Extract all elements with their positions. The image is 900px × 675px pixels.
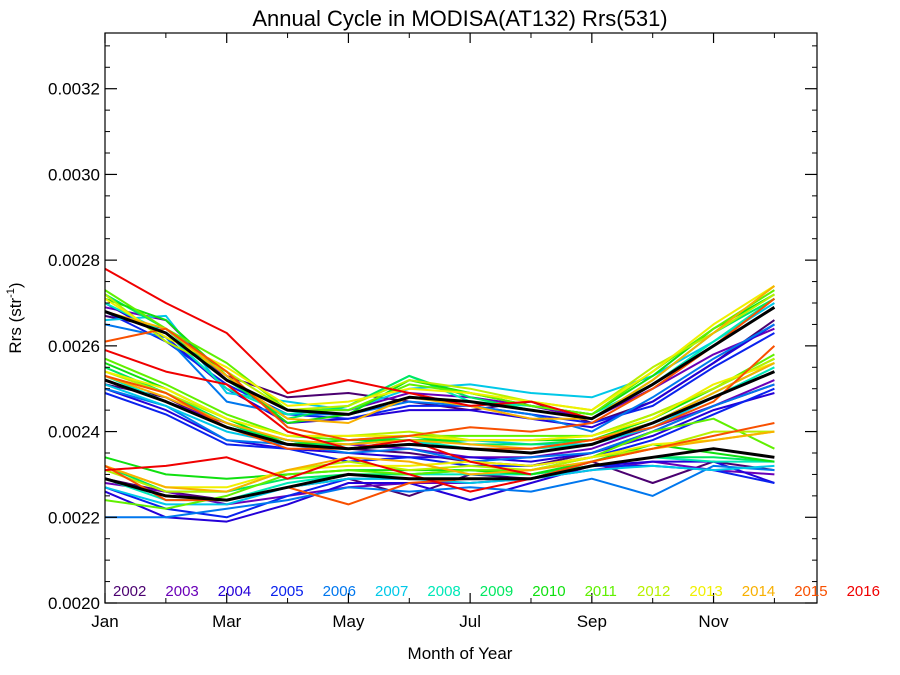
- series-line-2006-mid: [104, 383, 775, 463]
- series-line-2003-high: [104, 306, 775, 420]
- x-axis-label: Month of Year: [408, 644, 513, 663]
- legend-entry-2004: 2004: [218, 583, 251, 600]
- legend-entry-2008: 2008: [427, 583, 460, 600]
- legend-entry-2012: 2012: [637, 583, 670, 600]
- y-axis-label-main: Rrs (str: [6, 298, 25, 354]
- y-tick-label: 0.0032: [48, 80, 100, 99]
- series-line-2014-high: [104, 285, 776, 424]
- legend-entry-2009: 2009: [480, 583, 513, 600]
- y-tick-label: 0.0022: [48, 508, 100, 527]
- legend-entry-2006: 2006: [323, 583, 356, 600]
- mean-line-3: [104, 447, 775, 502]
- y-tick-label: 0.0028: [48, 251, 100, 270]
- series-line-2016-low: [104, 456, 532, 493]
- y-tick-label: 0.0030: [48, 165, 100, 184]
- mean-series-layer: [104, 306, 776, 502]
- x-tick-label-jul: Jul: [459, 612, 481, 631]
- legend-entry-2010: 2010: [532, 583, 565, 600]
- mean-line-2: [104, 370, 775, 455]
- legend-entry-2002: 2002: [113, 583, 146, 600]
- series-line-2016-mid: [104, 349, 532, 476]
- x-tick-label-may: May: [332, 612, 365, 631]
- legend-entry-2007: 2007: [375, 583, 408, 600]
- legend-entry-2015: 2015: [794, 583, 827, 600]
- legend-entry-2016: 2016: [847, 583, 880, 600]
- y-tick-label: 0.0026: [48, 337, 100, 356]
- x-tick-label-sep: Sep: [577, 612, 607, 631]
- y-tick-label: 0.0024: [48, 423, 100, 442]
- series-line-2012-high: [104, 293, 775, 412]
- y-tick-label: 0.0020: [48, 594, 100, 613]
- series-line-2013-low: [104, 430, 775, 489]
- x-tick-label-nov: Nov: [698, 612, 729, 631]
- legend-entry-2005: 2005: [270, 583, 303, 600]
- x-axis: Jan Mar May Jul Sep Nov: [91, 33, 775, 631]
- series-line-2005-high: [104, 310, 775, 424]
- y-axis-label: Rrs (str-1): [5, 282, 25, 353]
- series-line-2013-high: [104, 285, 775, 412]
- series-layer: [104, 267, 776, 523]
- legend-entry-2011: 2011: [585, 583, 617, 600]
- series-line-2015-high: [104, 297, 776, 442]
- series-line-2005-mid: [104, 387, 775, 467]
- plot-frame: [104, 32, 818, 604]
- y-axis: 0.0020 0.0022 0.0024 0.0026 0.0028 0.0030 0.00…: [48, 45, 817, 613]
- x-tick-label-mar: Mar: [212, 612, 242, 631]
- mean-line-1: [104, 306, 776, 421]
- legend-entry-2014: 2014: [742, 583, 775, 600]
- y-axis-label-sup: -1: [5, 288, 17, 298]
- series-line-2013-mid: [104, 362, 775, 442]
- y-axis-label-close: ): [6, 282, 25, 288]
- legend-entry-2013: 2013: [689, 583, 722, 600]
- x-tick-label-jan: Jan: [91, 612, 118, 631]
- chart-title: Annual Cycle in MODISA(AT132) Rrs(531): [252, 6, 667, 31]
- legend-entry-2003: 2003: [165, 583, 198, 600]
- series-line-2016-high: [104, 267, 593, 420]
- series-line-2006-high: [104, 323, 775, 433]
- legend: 2002 2003 2004 2005 2006 2007 2008 2009 2010 2011…: [113, 583, 880, 600]
- series-line-2004-low: [104, 460, 775, 523]
- series-line-2006-low: [105, 464, 775, 519]
